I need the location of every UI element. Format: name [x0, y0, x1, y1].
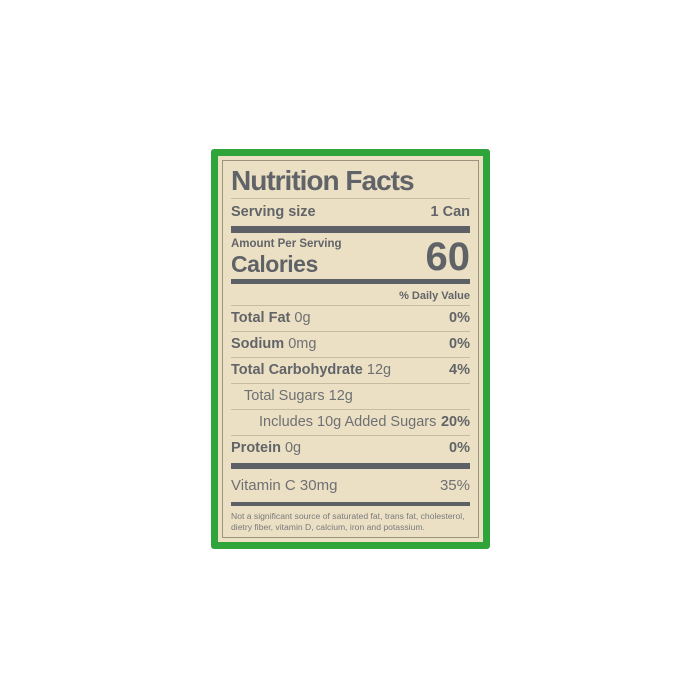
- thin-divider-bar: [231, 502, 470, 506]
- serving-size-label: Serving size: [231, 203, 316, 220]
- footnote-text: Not a significant source of saturated fa…: [231, 510, 465, 532]
- nutrient-name: Total Sugars: [244, 388, 325, 405]
- nutrient-name: Includes 10g Added Sugars: [259, 414, 437, 431]
- nutrient-row-added-sugars: Includes 10g Added Sugars 20%: [231, 410, 470, 435]
- nutrient-dv: 0%: [449, 336, 470, 353]
- separator: [231, 198, 470, 200]
- thick-divider-bar: [231, 462, 470, 470]
- nutrient-name: Total Fat: [231, 310, 291, 327]
- separator: [231, 356, 470, 358]
- calories-block: Amount Per Serving Calories 60: [231, 235, 470, 277]
- separator: [231, 330, 470, 332]
- nutrient-row-total-carbohydrate: Total Carbohydrate 12g 4%: [231, 358, 470, 383]
- label-title: Nutrition Facts: [231, 165, 415, 196]
- separator: [231, 382, 470, 384]
- nutrient-dv: 0%: [449, 310, 470, 327]
- separator: [231, 304, 470, 306]
- vitamin-c-row: Vitamin C 30mg 35%: [231, 471, 470, 499]
- vitamin-name: Vitamin C 30mg: [231, 477, 338, 495]
- calories-label: Calories: [231, 250, 318, 277]
- nutrient-dv: 20%: [440, 414, 470, 431]
- serving-size-row: Serving size 1 Can: [231, 199, 470, 224]
- nutrient-amount: 12g: [328, 388, 353, 405]
- calories-value: 60: [425, 235, 471, 280]
- nutrient-amount: 12g: [366, 362, 392, 379]
- nutrient-name: Sodium: [231, 336, 285, 353]
- nutrient-amount: 0g: [284, 440, 302, 457]
- nutrient-amount: 0mg: [288, 336, 317, 353]
- daily-value-header: % Daily Value: [399, 289, 470, 302]
- nutrient-name: Total Carbohydrate: [231, 362, 363, 379]
- amount-per-serving-label: Amount Per Serving: [231, 237, 342, 250]
- medium-divider-bar: [231, 279, 470, 284]
- nutrition-facts-label: Nutrition Facts Serving size 1 Can Amoun…: [211, 149, 490, 549]
- nutrient-amount: 0g: [294, 310, 311, 327]
- nutrient-name: Protein: [231, 440, 281, 457]
- nutrient-row-protein: Protein 0g 0%: [231, 436, 470, 461]
- nutrient-row-total-fat: Total Fat 0g 0%: [231, 306, 470, 331]
- separator: [231, 408, 470, 410]
- vitamin-dv: 35%: [439, 477, 470, 495]
- nutrition-facts-inner-panel: Nutrition Facts Serving size 1 Can Amoun…: [222, 160, 479, 538]
- separator: [231, 434, 470, 436]
- nutrient-row-sodium: Sodium 0mg 0%: [231, 332, 470, 357]
- nutrient-dv: 4%: [449, 362, 470, 379]
- thick-divider-bar: [231, 226, 470, 233]
- nutrient-dv: 0%: [449, 440, 470, 457]
- serving-size-value: 1 Can: [430, 203, 471, 220]
- nutrient-row-total-sugars: Total Sugars 12g: [231, 384, 470, 409]
